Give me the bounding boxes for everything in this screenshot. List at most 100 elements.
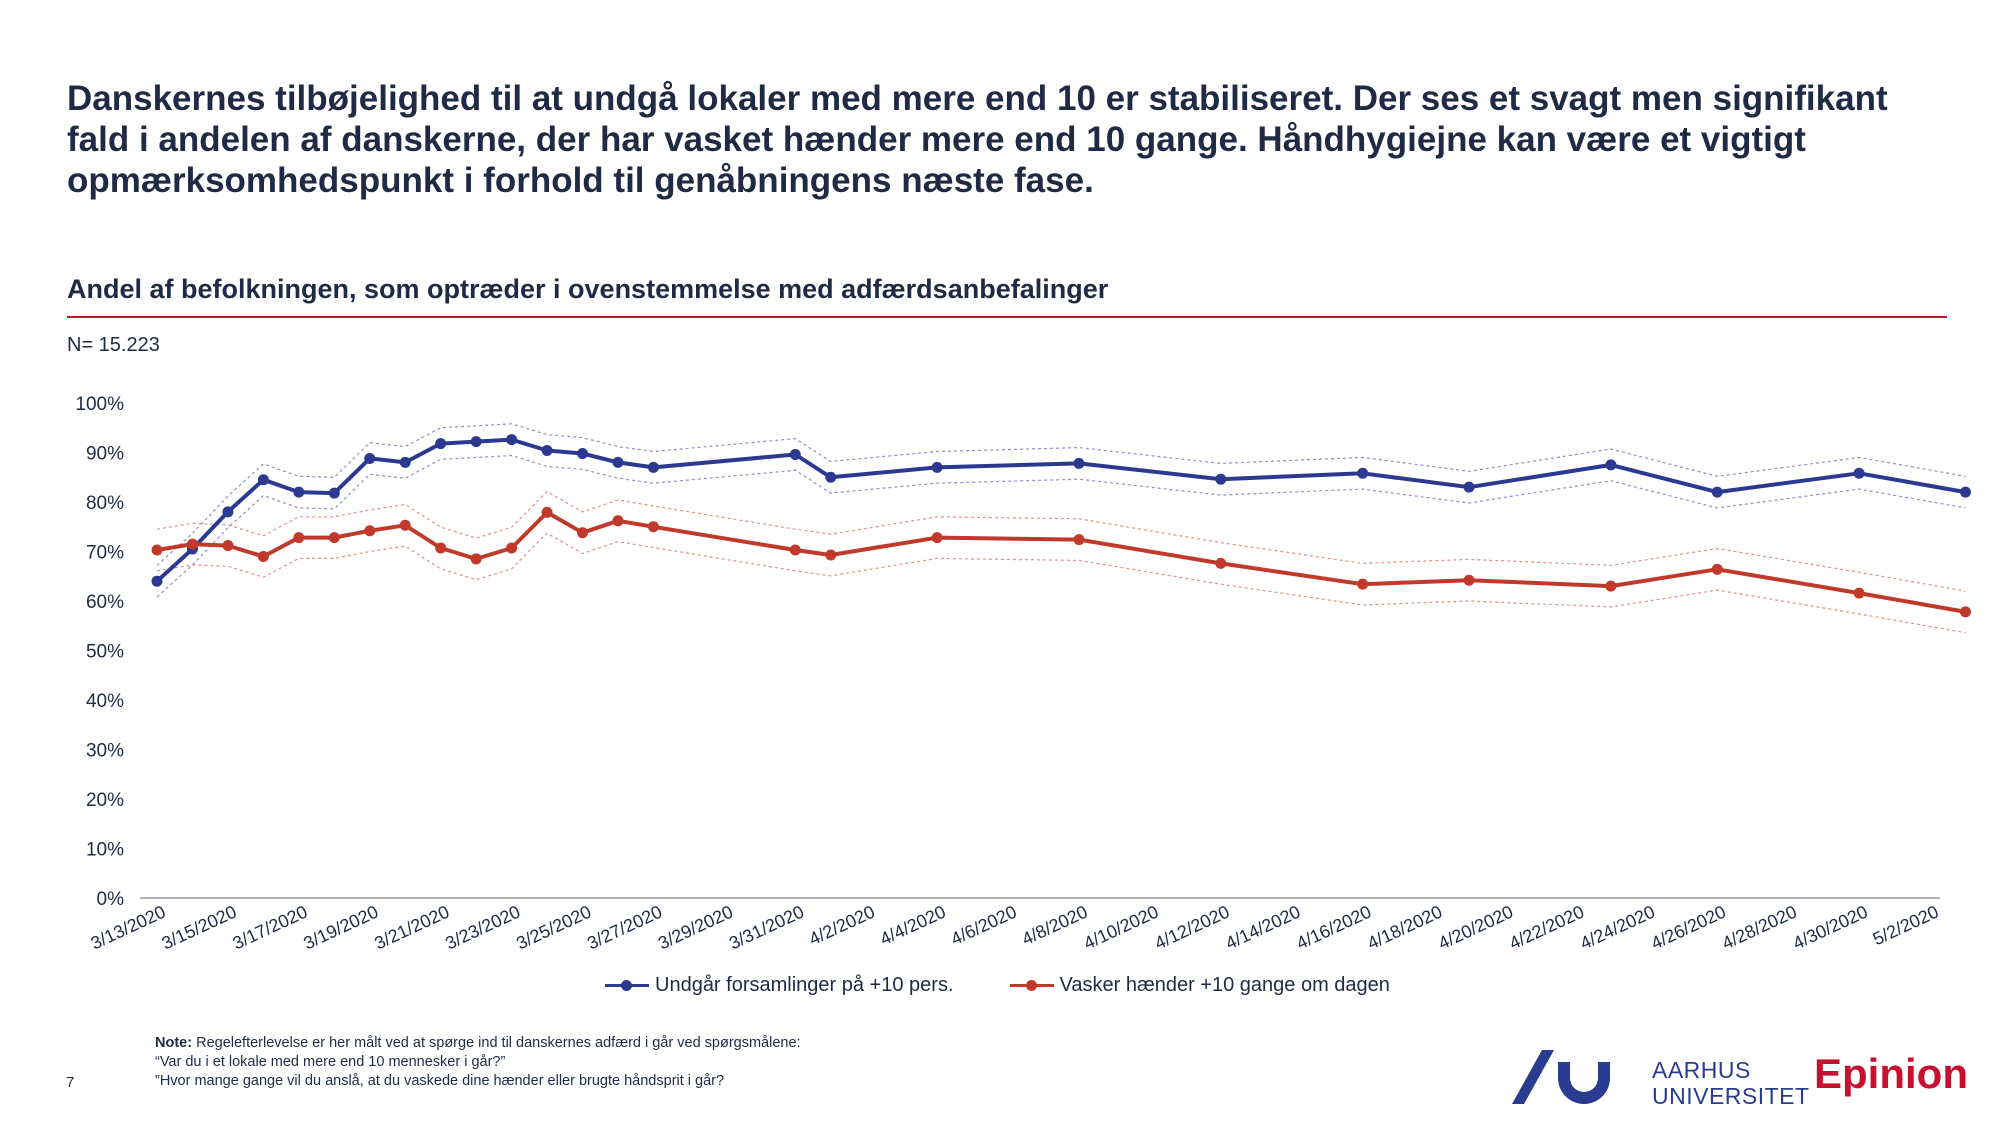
series-1-point	[1073, 457, 1085, 469]
series-1-point	[825, 471, 837, 483]
series-1-point	[577, 447, 589, 459]
legend: Undgår forsamlinger på +10 pers. Vasker …	[605, 974, 1390, 997]
series-1-point	[222, 506, 234, 518]
series-2-point	[1073, 534, 1085, 546]
series-lines	[155, 437, 1966, 614]
x-tick-label: 4/28/2020	[1719, 901, 1800, 953]
series-1-point	[293, 486, 305, 498]
aarhus-university-logo-icon	[1512, 1050, 1610, 1104]
x-tick-label: 4/18/2020	[1364, 901, 1445, 953]
footnote: Note: Regelefterlevelse er her målt ved …	[155, 1034, 801, 1091]
y-tick-label: 60%	[86, 592, 124, 613]
series-1-point	[470, 436, 482, 448]
x-tick-label: 3/15/2020	[159, 901, 240, 953]
series-2-point	[151, 544, 163, 556]
legend-item-red: Vasker hænder +10 gange om dagen	[1009, 974, 1390, 997]
x-tick-label: 4/6/2020	[948, 901, 1020, 949]
y-tick-label: 40%	[86, 691, 124, 712]
x-tick-label: 3/25/2020	[513, 901, 594, 953]
series-2-point	[1357, 578, 1369, 590]
series-2-point	[541, 506, 553, 518]
series-2-point	[825, 549, 837, 561]
x-axis-tick-labels: 3/13/20203/15/20203/17/20203/19/20203/21…	[88, 901, 1942, 953]
series-1-point	[151, 575, 163, 587]
legend-swatch-blue	[605, 976, 649, 996]
series-1-point	[506, 434, 518, 446]
series-2-point	[293, 532, 305, 544]
note-label: Note:	[155, 1035, 193, 1051]
series-2-point	[612, 515, 624, 527]
series-2-point	[328, 532, 340, 544]
x-tick-label: 3/29/2020	[655, 901, 736, 953]
series-2-band	[156, 490, 1966, 592]
series-1-point	[1215, 473, 1227, 485]
y-tick-label: 70%	[86, 543, 124, 564]
legend-label-blue: Undgår forsamlinger på +10 pers.	[655, 974, 954, 996]
series-points	[151, 434, 1971, 618]
series-2-point	[1959, 606, 1971, 618]
series-2-point	[1463, 574, 1475, 586]
x-tick-label: 3/23/2020	[442, 901, 523, 953]
x-tick-label: 3/17/2020	[230, 901, 311, 953]
y-tick-label: 50%	[86, 642, 124, 663]
x-tick-label: 4/10/2020	[1081, 901, 1162, 953]
series-2-point	[222, 540, 234, 552]
series-2-line	[156, 510, 1966, 614]
series-2-band	[156, 532, 1966, 634]
x-tick-label: 4/22/2020	[1506, 901, 1587, 953]
y-tick-label: 100%	[75, 394, 124, 415]
x-tick-label: 3/21/2020	[371, 901, 452, 953]
y-tick-label: 20%	[86, 790, 124, 811]
series-1-point	[1959, 486, 1971, 498]
chart-subtitle: Andel af befolkningen, som optræder i ov…	[67, 274, 1109, 304]
epinion-logo: Epinion	[1814, 1050, 1968, 1097]
series-2-point	[506, 542, 518, 554]
note-line-3: ”Hvor mange gange vil du anslå, at du va…	[155, 1073, 725, 1089]
x-tick-label: 4/24/2020	[1577, 901, 1658, 953]
divider-rule	[67, 316, 1947, 318]
x-tick-label: 3/19/2020	[300, 901, 381, 953]
x-tick-label: 4/4/2020	[877, 901, 949, 949]
au-wordmark-line-2: UNIVERSITET	[1652, 1083, 1810, 1109]
x-tick-label: 4/12/2020	[1151, 901, 1232, 953]
series-1-point	[257, 474, 269, 486]
x-tick-label: 4/26/2020	[1648, 901, 1729, 953]
series-1-point	[328, 487, 340, 499]
x-tick-label: 3/31/2020	[726, 901, 807, 953]
series-2-point	[1853, 587, 1865, 599]
series-1-point	[364, 452, 376, 464]
series-1-point	[931, 461, 943, 473]
series-1-point	[435, 438, 447, 450]
x-tick-label: 4/2/2020	[806, 901, 878, 949]
legend-label-red: Vasker hænder +10 gange om dagen	[1059, 974, 1390, 996]
series-2-point	[1215, 557, 1227, 569]
series-1-line	[155, 437, 1966, 583]
series-1-point	[1853, 467, 1865, 479]
headline: Danskernes tilbøjelighed til at undgå lo…	[67, 79, 1888, 200]
series-2-point	[577, 527, 589, 539]
series-1-point	[1605, 459, 1617, 471]
series-2-point	[647, 521, 659, 533]
x-tick-label: 4/8/2020	[1019, 901, 1091, 949]
series-2-point	[364, 525, 376, 537]
series-2-point	[435, 542, 447, 554]
series-2-point	[470, 553, 482, 565]
page-number: 7	[66, 1074, 75, 1091]
series-2-point	[931, 532, 943, 544]
series-1-point	[1357, 467, 1369, 479]
series-1-band	[156, 423, 1966, 566]
note-line-1: Regelefterlevelse er her målt ved at spø…	[196, 1035, 801, 1051]
y-tick-label: 90%	[86, 444, 124, 465]
y-tick-label: 30%	[86, 741, 124, 762]
note-line-2: “Var du i et lokale med mere end 10 menn…	[155, 1054, 506, 1070]
legend-item-blue: Undgår forsamlinger på +10 pers.	[605, 974, 954, 997]
sample-size-label: N= 15.223	[67, 334, 160, 356]
y-tick-label: 0%	[97, 889, 125, 910]
confidence-bands	[156, 423, 1966, 634]
series-2-point	[257, 550, 269, 562]
series-1-point	[612, 456, 624, 468]
y-tick-label: 10%	[86, 840, 124, 861]
series-2-point	[399, 519, 411, 531]
au-wordmark-line-1: AARHUS	[1652, 1057, 1751, 1083]
